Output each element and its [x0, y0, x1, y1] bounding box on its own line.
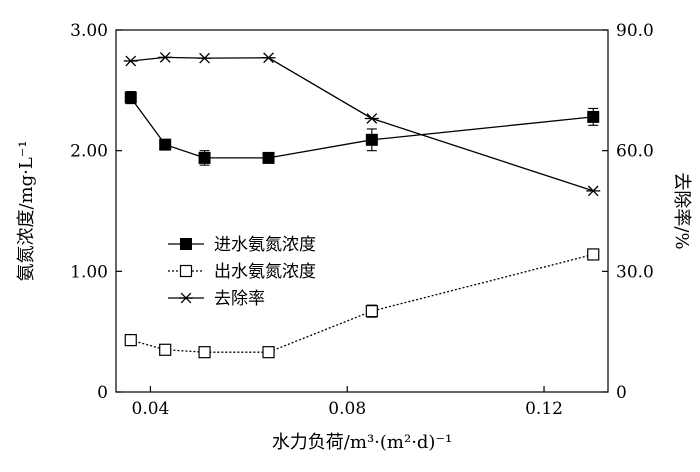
y-right-axis-title: 去除率/%	[671, 172, 692, 249]
y-right-tick-label: 30.0	[616, 262, 654, 282]
y-left-tick-label: 1.00	[70, 262, 108, 282]
y-right-tick-label: 90.0	[616, 21, 654, 41]
x-tick-label: 0.08	[328, 399, 366, 419]
data-point	[261, 52, 276, 64]
data-point	[159, 343, 172, 356]
y-left-tick-label: 0	[97, 383, 108, 403]
data-point	[262, 346, 275, 359]
series-3	[123, 51, 601, 197]
legend-item: 进水氨氮浓度	[168, 235, 316, 255]
data-point	[365, 133, 378, 146]
data-point	[158, 51, 173, 63]
legend-item: 出水氨氮浓度	[168, 262, 316, 282]
data-point	[586, 185, 601, 197]
series-layer	[123, 51, 601, 359]
data-point	[364, 113, 379, 124]
data-point	[124, 334, 137, 347]
data-point	[124, 91, 137, 104]
y-right-tick-label: 0	[616, 383, 627, 403]
data-point	[365, 305, 378, 318]
legend-label: 进水氨氮浓度	[214, 235, 316, 255]
data-point	[123, 55, 138, 67]
y-left-tick-label: 3.00	[70, 21, 108, 41]
data-point	[198, 346, 211, 359]
legend-item: 去除率	[168, 289, 265, 309]
axes: 0.04 0.08 0.12 0 1.00 2.00 3.00 0 30.0 60.0 90.0 水力…	[16, 21, 692, 453]
series-line	[130, 253, 594, 353]
data-point	[198, 151, 211, 164]
legend-marker	[179, 292, 193, 304]
y-right-tick-label: 60.0	[616, 142, 654, 162]
x-tick-label: 0.04	[132, 399, 170, 419]
legend-label: 去除率	[214, 289, 265, 309]
legend-marker	[179, 264, 193, 278]
legend-label: 出水氨氮浓度	[214, 262, 316, 282]
y-left-axis-title: 氨氮浓度/mg·L⁻¹	[16, 140, 37, 281]
x-axis-title: 水力负荷/m³·(m²·d)⁻¹	[272, 432, 452, 453]
legend-marker	[180, 238, 192, 250]
data-point	[587, 248, 600, 261]
data-point	[197, 52, 212, 64]
series-1	[124, 90, 600, 166]
data-point	[262, 151, 275, 164]
data-point	[587, 110, 600, 123]
x-tick-label: 0.12	[525, 399, 563, 419]
y-left-tick-label: 2.00	[70, 142, 108, 162]
series-line	[130, 97, 594, 159]
data-point	[159, 138, 172, 151]
plot-frame	[115, 29, 609, 393]
series-2	[124, 248, 600, 359]
